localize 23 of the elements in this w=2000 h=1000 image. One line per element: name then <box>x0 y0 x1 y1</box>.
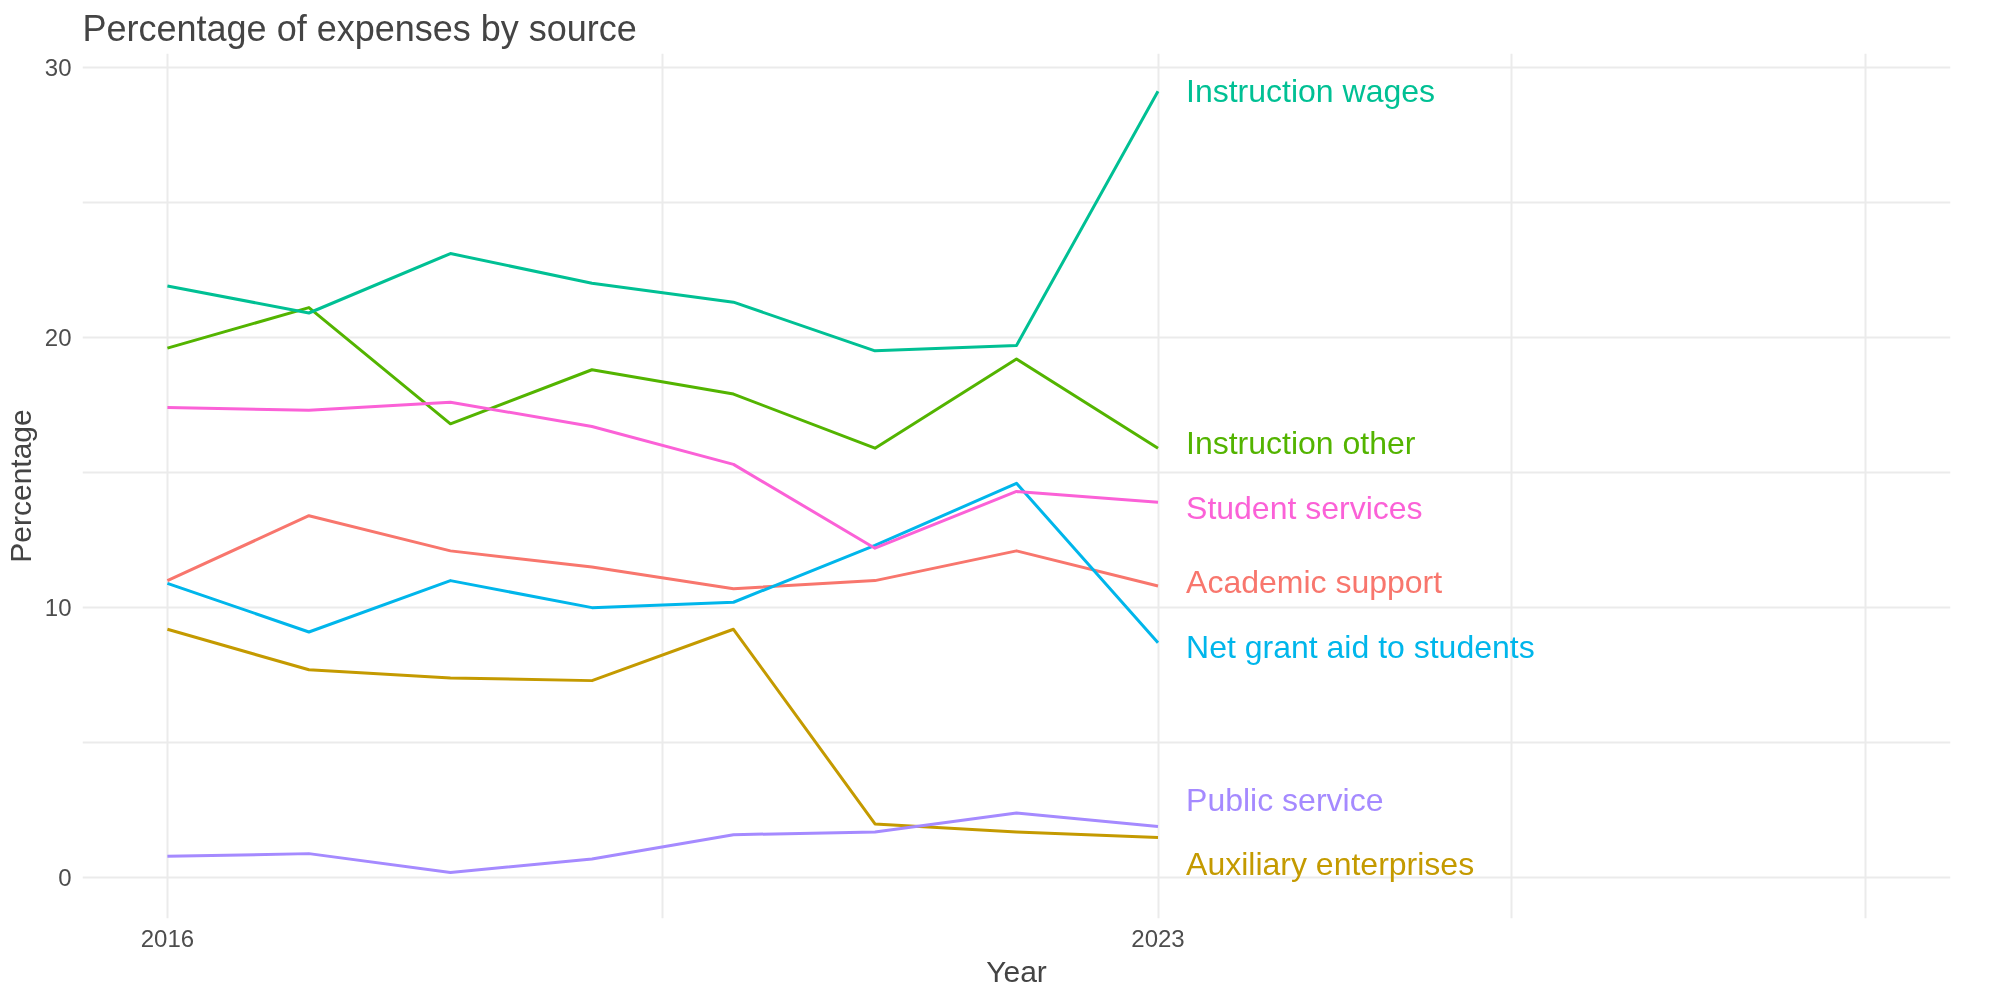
x-axis-title: Year <box>986 954 1047 988</box>
line-series <box>165 811 1160 875</box>
series-label: Academic support <box>1186 563 1443 600</box>
y-tick-label: 0 <box>58 864 72 892</box>
series-label: Net grant aid to students <box>1186 628 1535 665</box>
line-series <box>165 89 1160 353</box>
y-axis-title: Percentage <box>3 409 37 563</box>
series-label: Instruction other <box>1186 424 1416 461</box>
line-series <box>165 514 1160 591</box>
series-label: Student services <box>1186 489 1423 526</box>
line-series <box>165 627 1160 839</box>
line-series <box>165 306 1160 450</box>
y-tick-label: 30 <box>44 53 72 81</box>
line-series <box>165 481 1160 645</box>
chart-title: Percentage of expenses by source <box>82 7 637 49</box>
series-label: Public service <box>1186 781 1384 818</box>
series-label: Instruction wages <box>1186 73 1436 110</box>
y-tick-label: 10 <box>44 594 72 622</box>
x-tick-label: 2016 <box>140 924 195 952</box>
line-series <box>165 400 1160 550</box>
y-tick-label: 20 <box>44 323 72 351</box>
series-label: Auxiliary enterprises <box>1186 846 1475 883</box>
x-tick-label: 2023 <box>1131 924 1185 952</box>
